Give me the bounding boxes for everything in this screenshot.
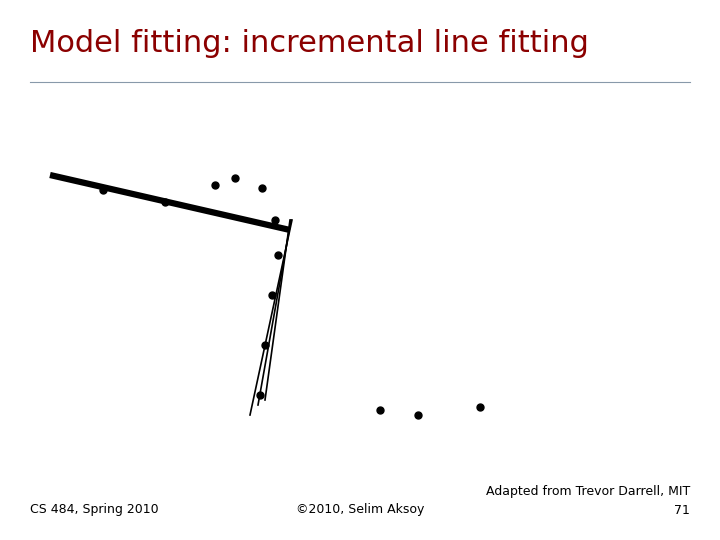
Text: CS 484, Spring 2010: CS 484, Spring 2010 [30, 503, 158, 516]
Text: Adapted from Trevor Darrell, MIT: Adapted from Trevor Darrell, MIT [486, 485, 690, 498]
Text: ©2010, Selim Aksoy: ©2010, Selim Aksoy [296, 503, 424, 516]
Text: Model fitting: incremental line fitting: Model fitting: incremental line fitting [30, 30, 589, 58]
Text: 71: 71 [674, 503, 690, 516]
